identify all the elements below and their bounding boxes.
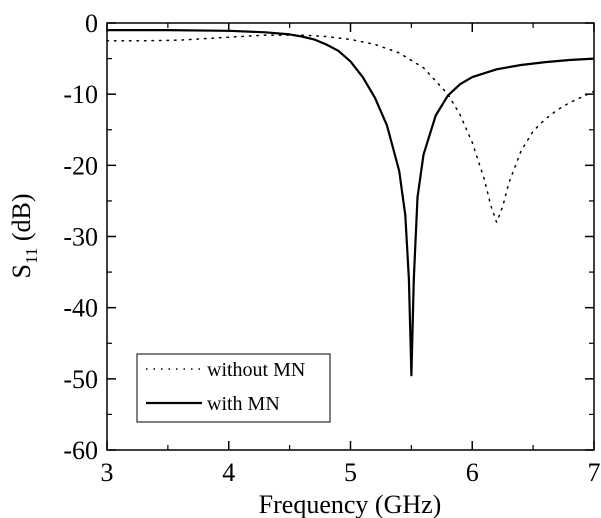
y-tick-label: 0 xyxy=(85,9,98,38)
x-axis-title: Frequency (GHz) xyxy=(259,490,442,518)
axis-tick-labels: 3 4 5 6 7 0 -10 -20 -30 -40 -50 -60 xyxy=(63,9,600,487)
legend: without MN with MN xyxy=(136,353,331,423)
y-tick-label: -60 xyxy=(63,436,98,465)
x-tick-label: 7 xyxy=(588,458,601,487)
y-tick-label: -30 xyxy=(63,223,98,252)
series-line-with-mn xyxy=(107,29,595,377)
y-tick-label: -20 xyxy=(63,151,98,180)
series-layer xyxy=(106,29,595,377)
y-axis-title: S11 (dB) xyxy=(7,193,41,278)
y-tick-label: -40 xyxy=(63,294,98,323)
x-tick-label: 4 xyxy=(222,458,235,487)
y-axis-title-sub: 11 xyxy=(22,248,41,264)
x-tick-label: 3 xyxy=(101,458,114,487)
x-tick-label: 5 xyxy=(344,458,357,487)
y-axis-title-main: S xyxy=(7,264,36,278)
y-tick-label: -50 xyxy=(63,365,98,394)
y-axis-title-suffix: (dB) xyxy=(7,193,36,247)
series-line-without-mn xyxy=(106,34,595,224)
legend-label-with-mn: with MN xyxy=(207,393,280,415)
legend-box xyxy=(136,353,331,423)
legend-label-without-mn: without MN xyxy=(207,359,305,381)
y-tick-label: -10 xyxy=(63,80,98,109)
x-tick-label: 6 xyxy=(466,458,479,487)
